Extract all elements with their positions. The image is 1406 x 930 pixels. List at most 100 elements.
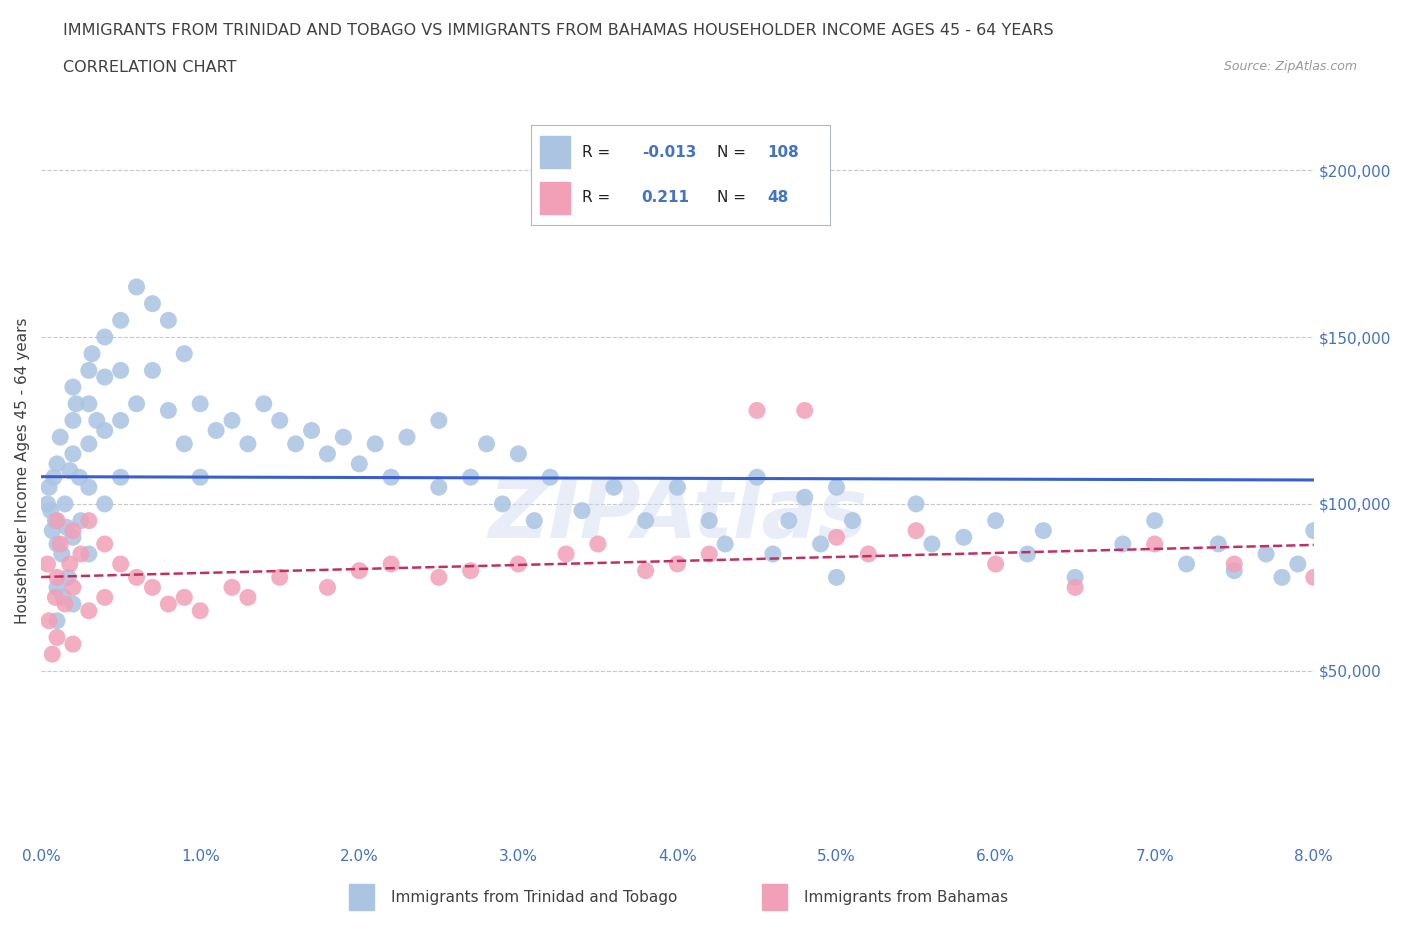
Point — [349, 457, 371, 472]
Point — [793, 490, 815, 505]
Point — [523, 513, 546, 528]
Point — [1223, 564, 1246, 578]
Point — [460, 564, 482, 578]
Point — [571, 503, 593, 518]
Point — [1398, 547, 1406, 562]
Point — [1302, 524, 1324, 538]
Point — [1017, 547, 1039, 562]
Point — [460, 470, 482, 485]
Point — [44, 513, 66, 528]
Point — [221, 413, 243, 428]
Point — [221, 580, 243, 595]
Point — [841, 513, 863, 528]
Point — [44, 590, 66, 604]
Point — [110, 312, 132, 327]
Point — [62, 524, 84, 538]
Point — [921, 537, 943, 551]
Point — [38, 480, 60, 495]
Point — [316, 446, 339, 461]
Text: ZIPAtlas: ZIPAtlas — [488, 474, 868, 555]
Point — [77, 547, 100, 562]
Point — [70, 547, 93, 562]
Point — [46, 613, 69, 628]
Point — [125, 280, 148, 295]
Point — [538, 470, 561, 485]
Point — [1208, 537, 1230, 551]
Point — [41, 524, 63, 538]
Point — [86, 413, 108, 428]
Point — [427, 413, 450, 428]
Point — [1334, 556, 1357, 571]
Point — [205, 423, 228, 438]
Point — [188, 470, 211, 485]
Point — [1319, 570, 1341, 585]
Point — [65, 396, 87, 411]
Point — [93, 369, 115, 384]
Y-axis label: Householder Income Ages 45 - 64 years: Householder Income Ages 45 - 64 years — [15, 317, 30, 624]
Point — [53, 497, 76, 512]
Point — [1175, 556, 1198, 571]
Point — [37, 497, 59, 512]
Point — [157, 312, 180, 327]
Point — [55, 520, 77, 535]
Point — [52, 590, 75, 604]
Point — [62, 379, 84, 394]
Point — [93, 537, 115, 551]
Point — [491, 497, 513, 512]
Point — [508, 556, 530, 571]
Point — [125, 396, 148, 411]
Point — [395, 430, 418, 445]
Point — [49, 430, 72, 445]
Point — [62, 597, 84, 612]
Point — [236, 590, 259, 604]
Text: Immigrants from Bahamas: Immigrants from Bahamas — [804, 890, 1008, 905]
Point — [188, 604, 211, 618]
Point — [1143, 537, 1166, 551]
Point — [46, 513, 69, 528]
Point — [93, 329, 115, 344]
Point — [284, 436, 307, 451]
Point — [825, 480, 848, 495]
Point — [508, 446, 530, 461]
Point — [269, 570, 291, 585]
Point — [825, 570, 848, 585]
Point — [46, 457, 69, 472]
Point — [1286, 556, 1309, 571]
Point — [141, 363, 163, 378]
Point — [1223, 556, 1246, 571]
Point — [905, 497, 928, 512]
Point — [59, 463, 82, 478]
Point — [77, 604, 100, 618]
Point — [77, 436, 100, 451]
Point — [745, 403, 768, 418]
Text: IMMIGRANTS FROM TRINIDAD AND TOBAGO VS IMMIGRANTS FROM BAHAMAS HOUSEHOLDER INCOM: IMMIGRANTS FROM TRINIDAD AND TOBAGO VS I… — [63, 23, 1054, 38]
Point — [1064, 570, 1087, 585]
Point — [51, 547, 73, 562]
Point — [332, 430, 354, 445]
Point — [825, 530, 848, 545]
Point — [1143, 513, 1166, 528]
Point — [188, 396, 211, 411]
Point — [1367, 537, 1389, 551]
Text: Source: ZipAtlas.com: Source: ZipAtlas.com — [1223, 60, 1357, 73]
Bar — [762, 884, 787, 910]
Point — [62, 413, 84, 428]
Point — [586, 537, 609, 551]
Point — [77, 513, 100, 528]
Text: CORRELATION CHART: CORRELATION CHART — [63, 60, 236, 75]
Point — [93, 423, 115, 438]
Point — [39, 503, 62, 518]
Text: Immigrants from Trinidad and Tobago: Immigrants from Trinidad and Tobago — [391, 890, 678, 905]
Point — [714, 537, 737, 551]
Point — [236, 436, 259, 451]
Point — [80, 346, 103, 361]
Point — [905, 524, 928, 538]
Point — [46, 537, 69, 551]
Point — [427, 480, 450, 495]
Point — [1032, 524, 1054, 538]
Point — [77, 480, 100, 495]
Point — [70, 513, 93, 528]
Point — [62, 446, 84, 461]
Point — [77, 396, 100, 411]
Point — [49, 537, 72, 551]
